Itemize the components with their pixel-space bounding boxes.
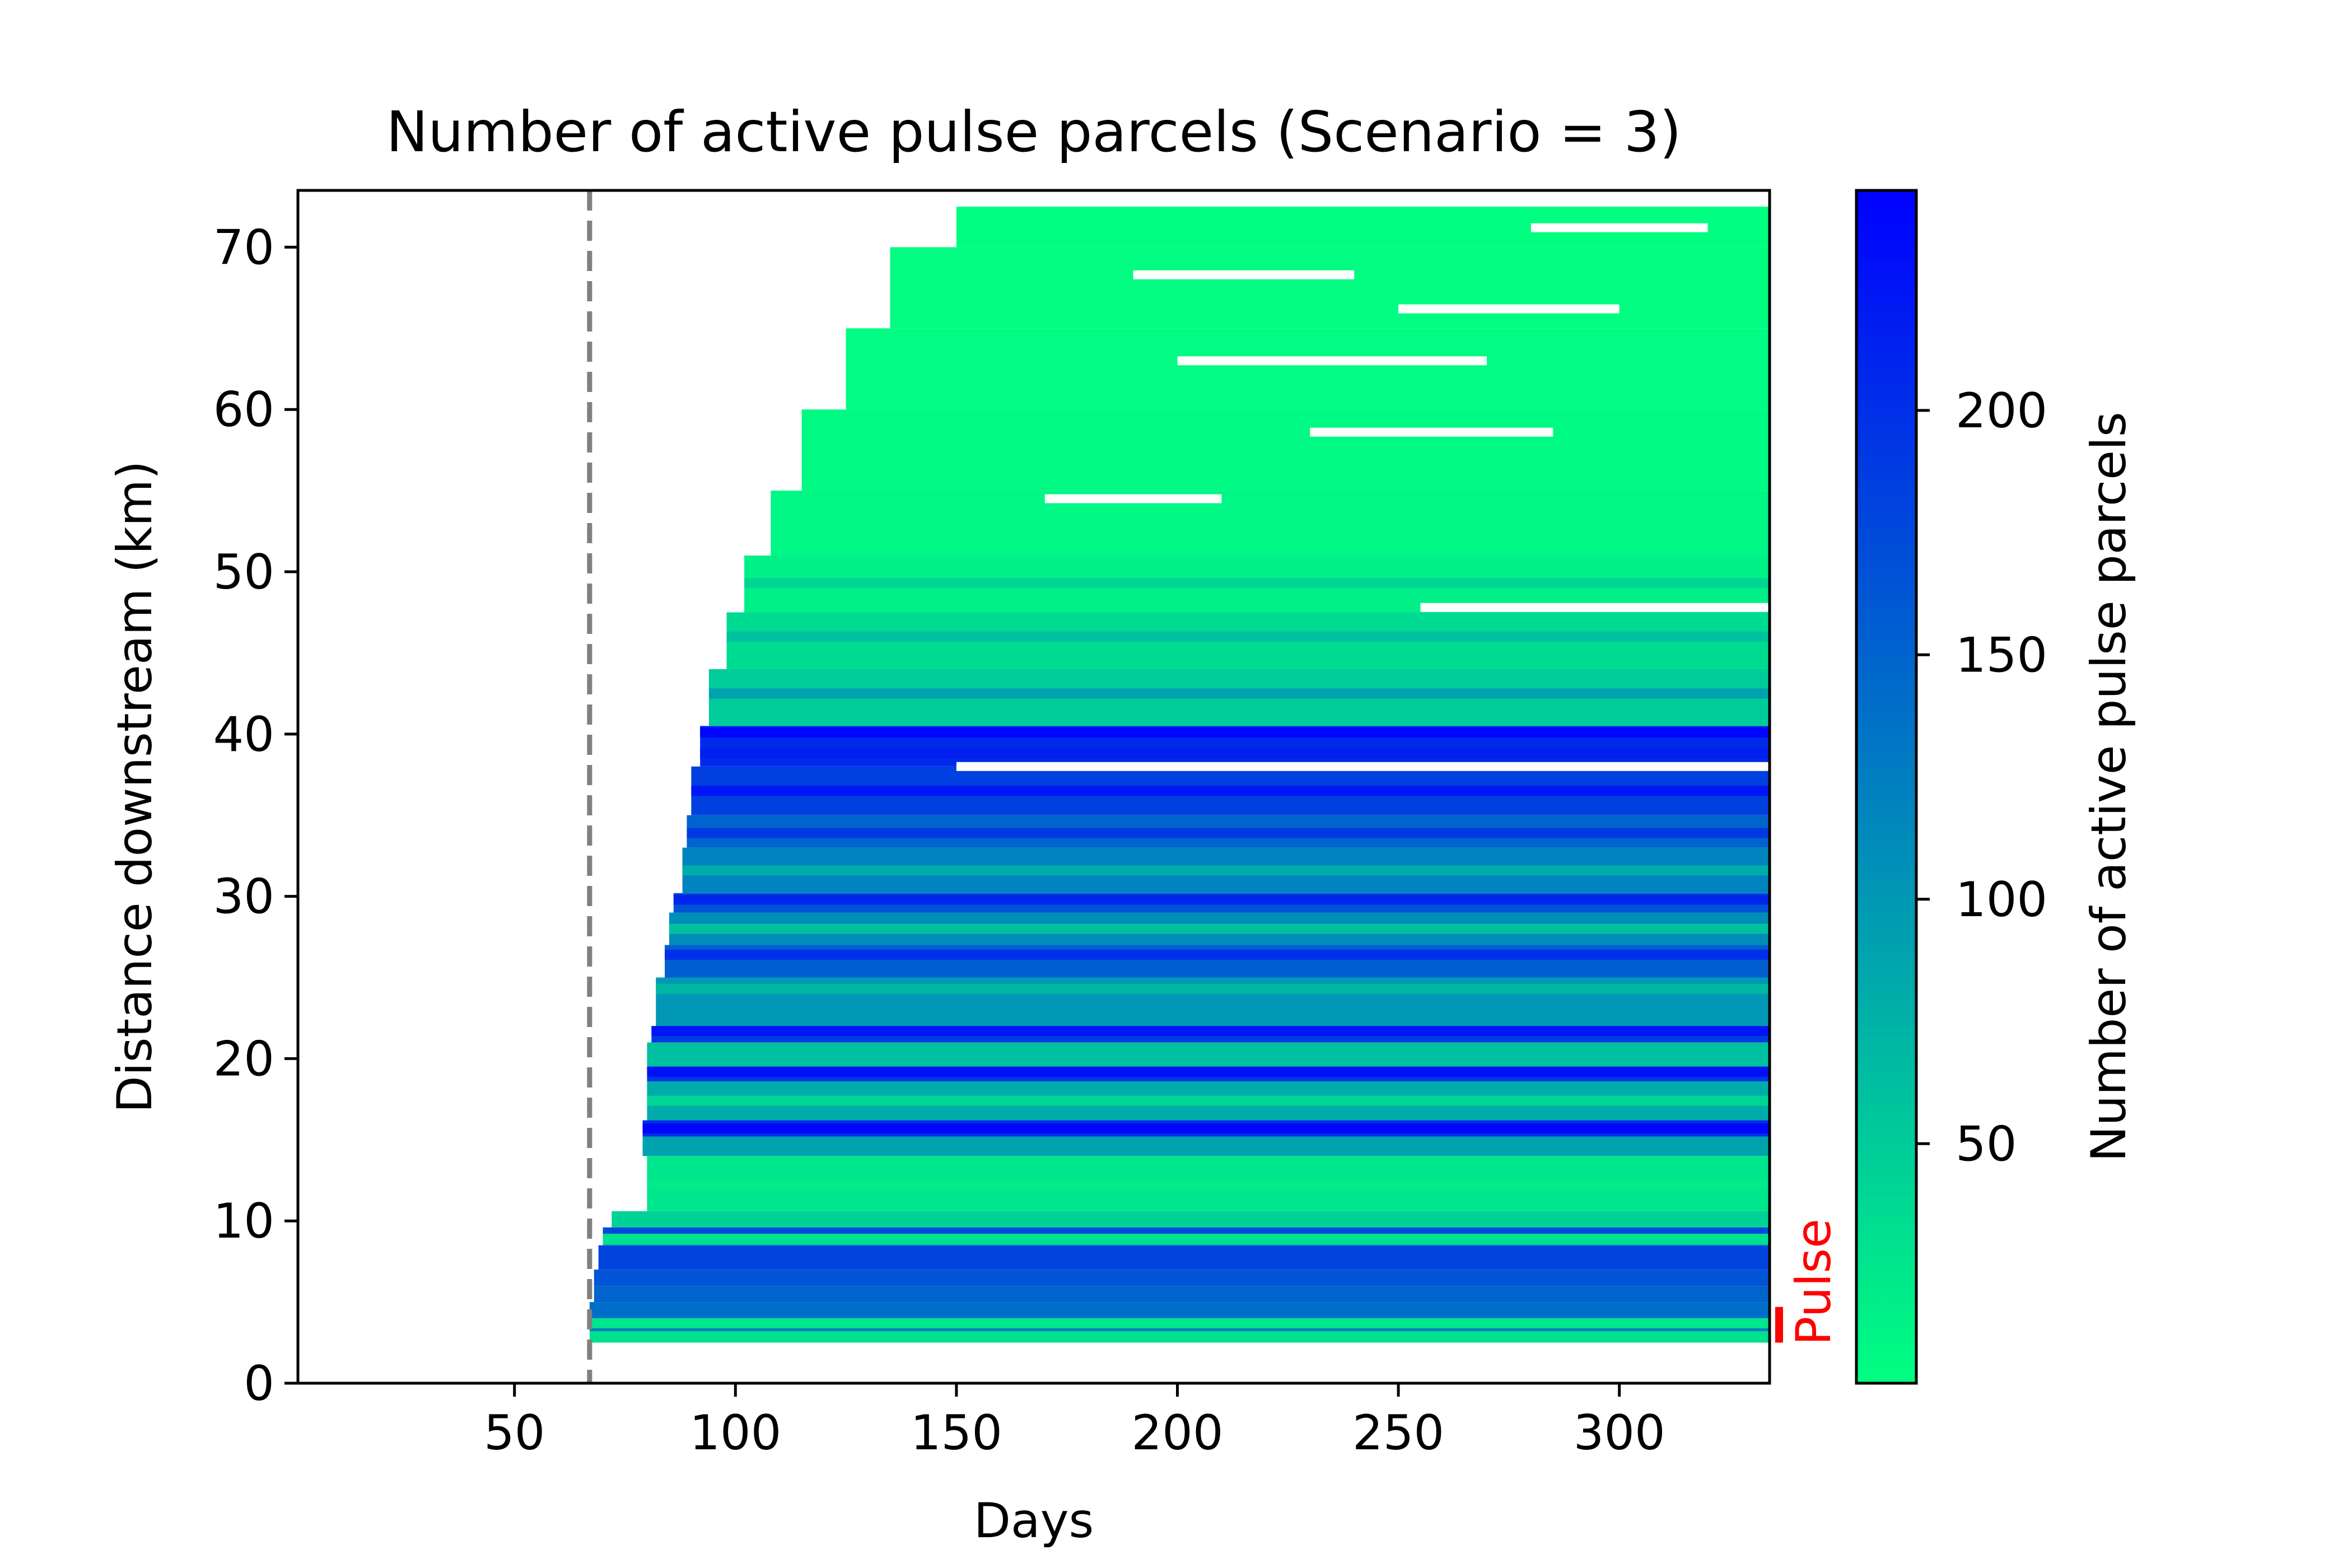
heatmap-band-14 — [647, 1042, 1770, 1067]
heatmap-stripe-7 — [656, 983, 1770, 994]
heatmap-gap-0 — [956, 762, 1770, 771]
x-axis-label: Days — [974, 1493, 1094, 1549]
x-tick-label: 250 — [1352, 1405, 1444, 1461]
colorbar-tick-label: 200 — [1956, 383, 2047, 439]
y-axis-label: Distance downstream (km) — [107, 461, 163, 1113]
heatmap-band-0 — [589, 1331, 1770, 1343]
heatmap-stripe-8 — [665, 949, 1770, 960]
y-axis-ticks: 0 10 20 30 40 50 60 70 — [213, 220, 298, 1412]
colorbar-tick-label: 150 — [1956, 627, 2047, 683]
colorbar-frame — [1855, 189, 1918, 1385]
heatmap-gap-5 — [1398, 304, 1620, 314]
heatmap-band-29 — [846, 328, 1770, 410]
chart-title: Number of active pulse parcels (Scenario… — [386, 99, 1681, 165]
heatmap — [589, 206, 1770, 1343]
colorbar-tick-label: 50 — [1956, 1116, 2017, 1172]
heatmap-stripe-13 — [691, 786, 1770, 796]
x-tick-label: 150 — [911, 1405, 1002, 1461]
heatmap-band-2 — [589, 1302, 1770, 1319]
x-tick-label: 300 — [1574, 1405, 1665, 1461]
heatmap-stripe-15 — [700, 727, 1770, 738]
heatmap-gap-4 — [1177, 356, 1487, 366]
heatmap-gap-7 — [1530, 223, 1708, 232]
heatmap-stripe-14 — [700, 748, 1770, 759]
heatmap-stripe-6 — [651, 1026, 1770, 1037]
heatmap-stripe-5 — [642, 1123, 1770, 1134]
x-axis-ticks: 50 100 150 200 250 300 — [484, 1383, 1665, 1461]
heatmap-stripe-12 — [687, 828, 1770, 838]
y-tick-label: 60 — [213, 382, 274, 438]
colorbar-label: Number of active pulse parcels — [2081, 412, 2137, 1161]
heatmap-stripe-17 — [726, 631, 1770, 642]
heatmap-band-30 — [890, 247, 1770, 329]
heatmap-stripe-4 — [647, 1066, 1770, 1077]
pulse-marker — [1775, 1306, 1783, 1343]
y-tick-label: 30 — [213, 869, 274, 925]
heatmap-gap-2 — [1044, 494, 1222, 503]
heatmap-stripe-9 — [669, 923, 1770, 934]
x-tick-label: 200 — [1131, 1405, 1223, 1461]
colorbar-tick-label: 100 — [1956, 872, 2047, 928]
heatmap-gap-3 — [1310, 427, 1553, 437]
y-tick-label: 70 — [213, 220, 274, 276]
x-tick-label: 50 — [484, 1405, 545, 1461]
heatmap-stripe-3 — [647, 1095, 1770, 1106]
heatmap-gap-6 — [1133, 270, 1355, 279]
y-tick-label: 0 — [244, 1356, 274, 1412]
heatmap-stripe-10 — [673, 894, 1770, 905]
heatmap-stripe-18 — [744, 578, 1770, 589]
heatmap-band-4 — [594, 1270, 1770, 1286]
y-tick-label: 50 — [213, 544, 274, 600]
heatmap-band-3 — [594, 1286, 1770, 1303]
heatmap-band-27 — [771, 491, 1770, 556]
heatmap-stripe-11 — [682, 865, 1770, 876]
plot-frame — [296, 189, 1771, 1385]
heatmap-stripe-0 — [589, 1318, 1770, 1328]
y-tick-label: 20 — [213, 1031, 274, 1087]
heatmap-stripe-16 — [708, 688, 1770, 699]
pulse-label: Pulse — [1786, 1219, 1842, 1345]
y-tick-label: 40 — [213, 707, 274, 763]
heatmap-band-28 — [801, 409, 1770, 491]
colorbar-gradient — [1856, 190, 1916, 1383]
heatmap-band-8 — [612, 1211, 1770, 1228]
heatmap-gap-1 — [1420, 603, 1770, 612]
y-tick-label: 10 — [213, 1193, 274, 1249]
heatmap-stripe-1 — [603, 1234, 1770, 1244]
x-tick-label: 100 — [689, 1405, 781, 1461]
heatmap-band-10 — [642, 1136, 1770, 1156]
heatmap-band-5 — [598, 1245, 1770, 1270]
heatmap-stripe-2 — [647, 1180, 1770, 1191]
colorbar-ticks: 50 100 150 200 — [1916, 383, 2047, 1172]
